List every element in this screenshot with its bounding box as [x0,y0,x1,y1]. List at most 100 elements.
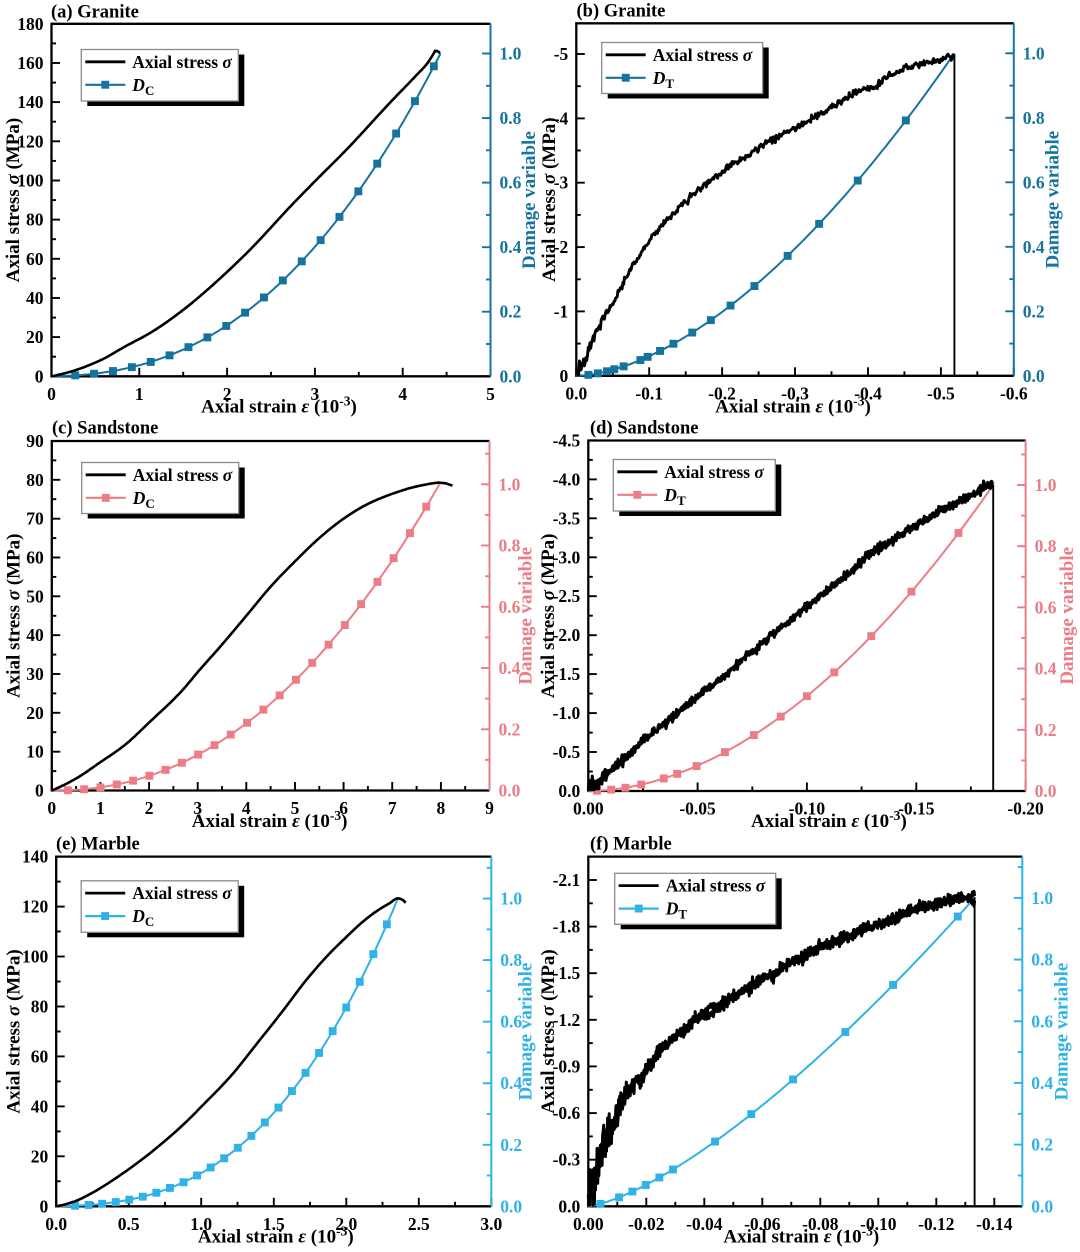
svg-text:-0.2: -0.2 [708,383,736,403]
svg-text:-0.6: -0.6 [1000,383,1028,403]
svg-text:20: 20 [31,1146,49,1166]
svg-text:0.2: 0.2 [499,719,521,739]
svg-text:60: 60 [26,249,44,269]
svg-text:DT: DT [652,68,675,91]
svg-text:20: 20 [26,327,44,347]
svg-text:-0.6: -0.6 [553,1103,581,1123]
svg-text:-0.5: -0.5 [553,742,581,762]
svg-text:1.0: 1.0 [1035,475,1057,495]
svg-text:-0.4: -0.4 [854,383,882,403]
svg-text:Damage variable: Damage variable [1057,547,1078,685]
svg-text:0.6: 0.6 [500,1012,522,1032]
svg-text:-0.10: -0.10 [789,799,826,819]
svg-text:-0.15: -0.15 [898,799,935,819]
svg-text:Damage variable: Damage variable [1052,963,1073,1101]
svg-text:-1.0: -1.0 [553,703,581,723]
svg-text:3: 3 [193,798,202,818]
svg-text:180: 180 [17,14,44,34]
svg-text:0.4: 0.4 [500,1073,522,1093]
svg-text:1: 1 [96,798,105,818]
svg-text:-2.0: -2.0 [553,625,581,645]
svg-text:Damage variable: Damage variable [516,547,537,685]
svg-text:-4.0: -4.0 [553,469,581,489]
svg-text:-0.08: -0.08 [802,1214,839,1234]
svg-text:0.0: 0.0 [1031,1196,1053,1216]
svg-text:0.4: 0.4 [1023,237,1045,257]
svg-text:5: 5 [486,384,495,404]
svg-text:-0.20: -0.20 [1007,799,1044,819]
svg-text:70: 70 [26,509,44,529]
svg-text:-1.2: -1.2 [553,1010,581,1030]
svg-text:1.0: 1.0 [190,1214,212,1234]
svg-text:0.2: 0.2 [1035,720,1057,740]
svg-text:140: 140 [17,92,44,112]
svg-text:Axial stress σ: Axial stress σ [132,883,232,903]
svg-text:Damage variable: Damage variable [519,131,540,269]
svg-text:0.4: 0.4 [1035,659,1057,679]
svg-text:-3: -3 [554,173,569,193]
svg-text:0.6: 0.6 [1023,172,1045,192]
svg-text:2.5: 2.5 [408,1214,430,1234]
svg-text:(a) Granite: (a) Granite [51,3,139,23]
svg-text:Axial stress σ (MPa): Axial stress σ (MPa) [538,534,559,699]
svg-text:10: 10 [26,742,44,762]
svg-text:3.0: 3.0 [480,1214,502,1234]
svg-text:0.8: 0.8 [499,536,521,556]
svg-text:80: 80 [26,210,44,230]
svg-text:0: 0 [47,384,56,404]
svg-text:-0.02: -0.02 [628,1214,664,1234]
svg-text:0: 0 [47,798,56,818]
svg-text:0.2: 0.2 [1023,301,1045,321]
svg-text:(f) Marble: (f) Marble [590,835,672,855]
svg-text:0.4: 0.4 [500,237,522,257]
svg-text:0.2: 0.2 [500,302,522,322]
svg-text:-0.05: -0.05 [679,799,716,819]
svg-text:0: 0 [560,366,569,386]
svg-text:Axial strain ε (10-3): Axial strain ε (10-3) [715,394,871,418]
svg-text:Axial stress σ (MPa): Axial stress σ (MPa) [3,118,24,283]
svg-text:DC: DC [131,906,154,929]
svg-text:0.0: 0.0 [565,383,587,403]
svg-text:-1: -1 [554,301,569,321]
svg-text:-5: -5 [554,44,569,64]
svg-text:7: 7 [388,798,397,818]
svg-text:DC: DC [132,488,155,511]
svg-text:(e) Marble: (e) Marble [56,835,140,855]
svg-text:0.8: 0.8 [1035,536,1057,556]
svg-text:Axial stress σ: Axial stress σ [132,52,232,72]
svg-text:0.8: 0.8 [1031,950,1053,970]
svg-text:0.6: 0.6 [499,597,521,617]
svg-text:40: 40 [31,1096,49,1116]
svg-text:1.5: 1.5 [263,1214,285,1234]
svg-text:1.0: 1.0 [499,474,521,494]
svg-text:0.00: 0.00 [573,799,604,819]
svg-text:DC: DC [131,75,154,98]
svg-text:100: 100 [22,947,49,967]
svg-text:0.0: 0.0 [1035,781,1057,801]
svg-text:-0.3: -0.3 [553,1150,581,1170]
svg-text:20: 20 [26,703,44,723]
svg-text:(d) Sandstone: (d) Sandstone [590,419,698,439]
svg-text:-4.5: -4.5 [553,430,581,450]
svg-text:90: 90 [26,431,44,451]
svg-text:6: 6 [339,798,348,818]
svg-text:40: 40 [26,288,44,308]
svg-text:0.8: 0.8 [1023,108,1045,128]
svg-text:0.0: 0.0 [558,781,580,801]
svg-text:-0.9: -0.9 [553,1056,581,1076]
svg-text:-2.5: -2.5 [553,586,581,606]
svg-text:-1.8: -1.8 [553,917,581,937]
svg-text:0.0: 0.0 [499,781,521,801]
svg-text:-1.5: -1.5 [553,963,581,983]
svg-text:0.6: 0.6 [1031,1011,1053,1031]
svg-text:0.00: 0.00 [573,1214,604,1234]
svg-text:8: 8 [437,798,446,818]
svg-text:1: 1 [135,384,144,404]
svg-text:0.2: 0.2 [500,1135,522,1155]
svg-text:Axial stress σ (MPa): Axial stress σ (MPa) [538,949,559,1114]
svg-text:Axial stress σ: Axial stress σ [133,465,233,485]
svg-text:Axial strain ε (10-3): Axial strain ε (10-3) [723,1224,879,1248]
svg-text:-0.06: -0.06 [744,1214,781,1234]
svg-text:0.8: 0.8 [500,108,522,128]
svg-text:1.0: 1.0 [500,889,522,909]
